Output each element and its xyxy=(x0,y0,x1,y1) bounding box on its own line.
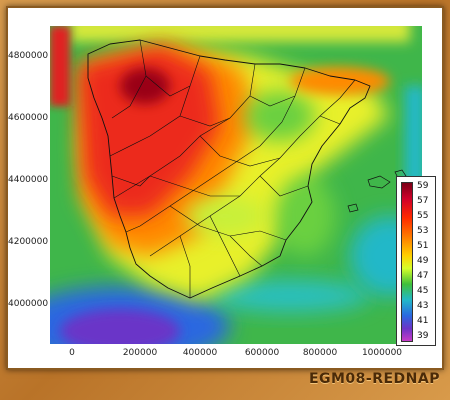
colorbar-gradient xyxy=(401,182,413,342)
pyrenees-orange xyxy=(290,67,390,95)
legend-label-45: 45 xyxy=(417,286,429,296)
y-tick-4400000: 4400000 xyxy=(8,175,49,185)
ebro-green xyxy=(245,91,315,141)
x-tick-800000: 800000 xyxy=(302,348,338,358)
nw-corner-red xyxy=(50,26,70,106)
caption-egm08-rednap: EGM08-REDNAP xyxy=(308,371,440,387)
atlantic-purple xyxy=(60,309,180,344)
x-tick-400000: 400000 xyxy=(182,348,218,358)
legend-label-39: 39 xyxy=(417,331,429,341)
heatmap-svg xyxy=(50,26,422,344)
coastline-outline xyxy=(87,39,371,299)
east-green xyxy=(275,176,335,256)
y-tick-4200000: 4200000 xyxy=(8,237,49,247)
y-tick-4800000: 4800000 xyxy=(8,51,49,61)
legend-label-43: 43 xyxy=(417,301,429,311)
legend-label-57: 57 xyxy=(417,196,429,206)
province-borders xyxy=(109,39,356,298)
legend-label-51: 51 xyxy=(417,241,429,251)
x-tick-1000000: 1000000 xyxy=(361,348,403,358)
legend-label-55: 55 xyxy=(417,211,429,221)
legend-label-41: 41 xyxy=(417,316,429,326)
alboran-cyan xyxy=(210,280,370,312)
y-tick-4600000: 4600000 xyxy=(8,113,49,123)
colorbar-legend: 59 57 55 53 51 49 47 45 43 41 39 xyxy=(396,176,436,346)
peak-darkred xyxy=(120,68,170,104)
legend-label-59: 59 xyxy=(417,181,429,191)
x-tick-200000: 200000 xyxy=(122,348,158,358)
x-tick-600000: 600000 xyxy=(244,348,280,358)
geoid-heatmap xyxy=(50,26,422,344)
legend-label-49: 49 xyxy=(417,256,429,266)
center-yellow-green xyxy=(185,196,265,236)
north-band xyxy=(70,26,410,42)
legend-label-47: 47 xyxy=(417,271,429,281)
x-tick-0: 0 xyxy=(69,348,75,358)
legend-label-53: 53 xyxy=(417,226,429,236)
y-tick-4000000: 4000000 xyxy=(8,299,49,309)
